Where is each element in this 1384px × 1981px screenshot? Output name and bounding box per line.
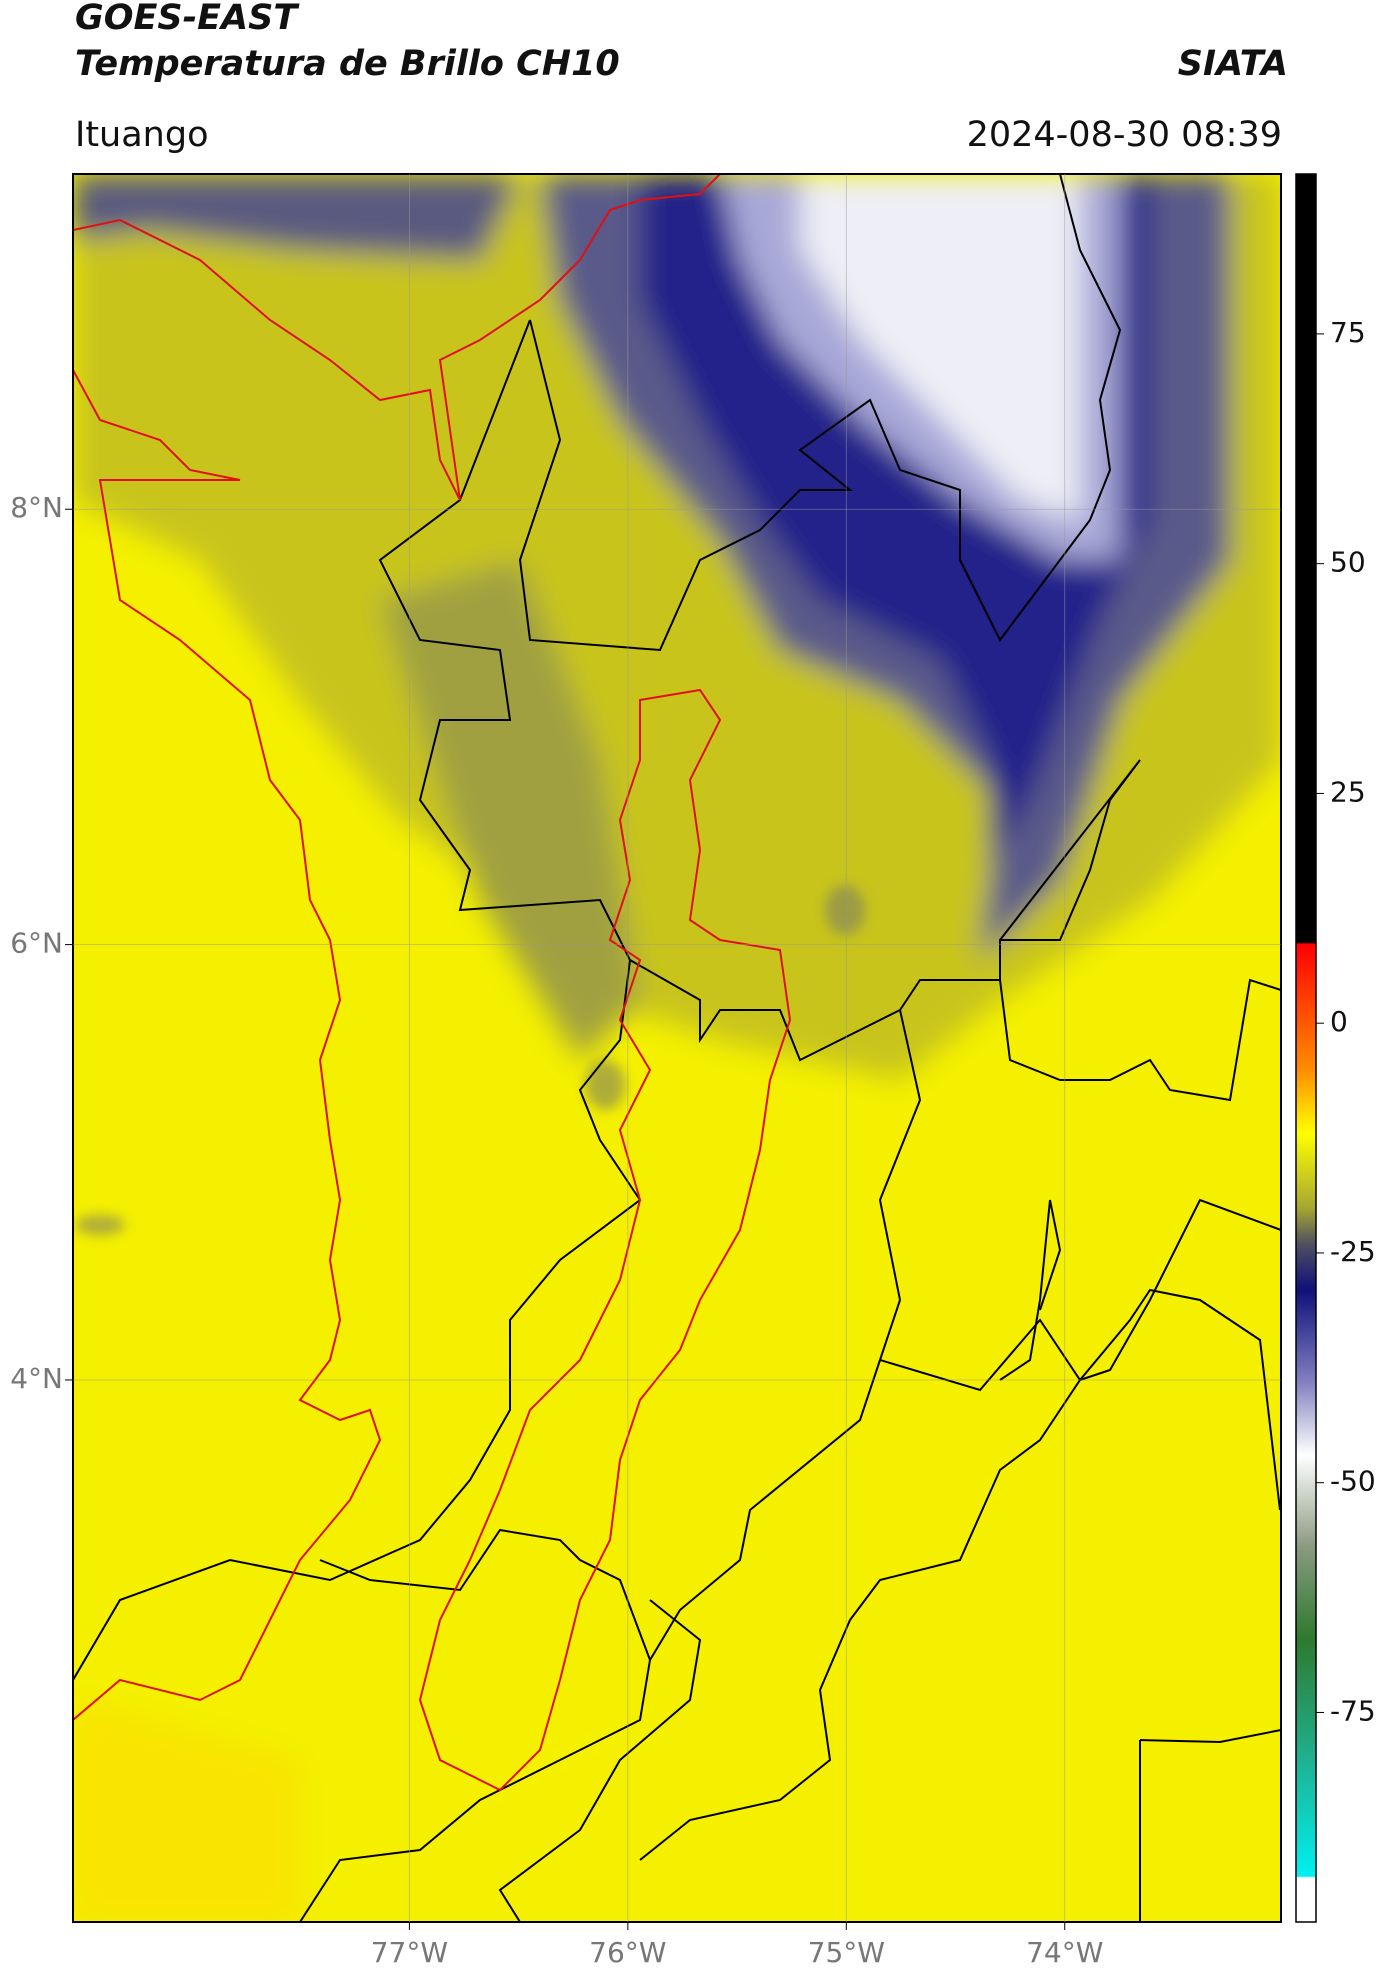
colorbar [1295,173,1317,1923]
y-tick-label: 4°N [10,1362,63,1395]
source: SIATA [1178,44,1288,84]
subtitle: Temperatura de Brillo CH10 [75,44,620,84]
axes: 77°W 76°W 75°W 74°W 8°N 6°N 4°N 75 50 25 0 -25 -50 -7… [10,174,1376,1969]
x-tick-label: 76°W [589,1936,666,1969]
colorbar-tick-label: 50 [1330,546,1366,579]
y-tick-label: 8°N [10,491,63,524]
x-tick-label: 75°W [808,1936,885,1969]
colorbar-tick-label: 25 [1330,775,1366,808]
colorbar-tick-label: 75 [1330,316,1366,349]
map-frame [72,173,1282,1923]
colorbar-tick-label: -75 [1330,1694,1376,1727]
timestamp: 2024-08-30 08:39 [967,115,1282,155]
colorbar-tick-label: -25 [1330,1235,1376,1268]
title: GOES-EAST [75,0,300,38]
x-tick-label: 77°W [371,1936,448,1969]
colorbar-tick-label: 0 [1330,1005,1348,1038]
colorbar-tick-label: -50 [1330,1465,1376,1498]
location: Ituango [75,115,209,155]
y-tick-label: 6°N [10,927,63,960]
x-tick-label: 74°W [1026,1936,1103,1969]
map-image [73,174,1281,1922]
